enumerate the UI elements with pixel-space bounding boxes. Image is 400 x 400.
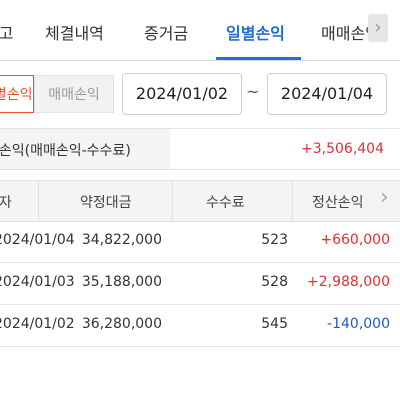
cell-fee: 545 <box>261 316 288 332</box>
end-date-field[interactable]: 2024/01/04 <box>267 73 387 115</box>
cell-amount: 35,188,000 <box>81 274 162 290</box>
col-header-fee: 수수료 <box>206 195 245 211</box>
cell-date: 2024/01/04 <box>0 232 75 248</box>
summary-label-cell: 총손익(매매손익-수수료) <box>0 129 170 169</box>
cell-fee: 523 <box>261 232 288 248</box>
col-header-amount: 약정대금 <box>80 195 132 211</box>
cell-date: 2024/01/03 <box>0 274 75 290</box>
chevron-right-icon[interactable]: › <box>368 14 388 42</box>
col-header-date: 일자 <box>0 195 12 211</box>
cell-fee: 528 <box>261 274 288 290</box>
summary-label: 총손익(매매손익-수수료) <box>0 143 131 159</box>
toggle-daily-pnl[interactable]: 일별손익 <box>0 75 34 113</box>
table-row[interactable]: 2024/01/03 35,188,000 528 +2,988,000 <box>0 262 400 305</box>
table-row[interactable]: 2024/01/02 36,280,000 545 -140,000 <box>0 304 400 347</box>
table-header: 일자 약정대금 수수료 정산손익 › <box>0 180 400 222</box>
tab-daily-pnl[interactable]: 일별손익 <box>226 24 285 43</box>
toggle-trade-pnl[interactable]: 매매손익 <box>34 75 114 113</box>
chevron-right-icon[interactable]: › <box>380 185 389 210</box>
table-row[interactable]: 2024/01/04 34,822,000 523 +660,000 <box>0 220 400 263</box>
column-divider <box>38 181 39 221</box>
tab-margin[interactable]: 증거금 <box>144 24 189 43</box>
start-date-field[interactable]: 2024/01/02 <box>122 73 242 115</box>
column-divider <box>172 181 173 221</box>
column-divider <box>292 181 293 221</box>
cell-amount: 36,280,000 <box>81 316 162 332</box>
tab-executions[interactable]: 체결내역 <box>45 24 104 43</box>
col-header-pnl: 정산손익 <box>312 195 364 211</box>
cell-amount: 34,822,000 <box>81 232 162 248</box>
date-range-separator: ~ <box>246 82 260 101</box>
tab-balance[interactable]: 잔고 <box>0 24 14 43</box>
active-tab-indicator <box>216 57 301 60</box>
summary-value: +3,506,404 <box>301 141 384 157</box>
cell-pnl: +660,000 <box>320 232 390 248</box>
cell-pnl: +2,988,000 <box>307 274 390 290</box>
tab-trade-pnl[interactable]: 매매손익 <box>321 24 380 43</box>
cell-date: 2024/01/02 <box>0 316 75 332</box>
pnl-summary: 총손익(매매손익-수수료) +3,506,404 <box>0 128 400 170</box>
cell-pnl: -140,000 <box>327 316 390 332</box>
tab-bar: 잔고 체결내역 증거금 일별손익 매매손익 › <box>0 0 400 61</box>
